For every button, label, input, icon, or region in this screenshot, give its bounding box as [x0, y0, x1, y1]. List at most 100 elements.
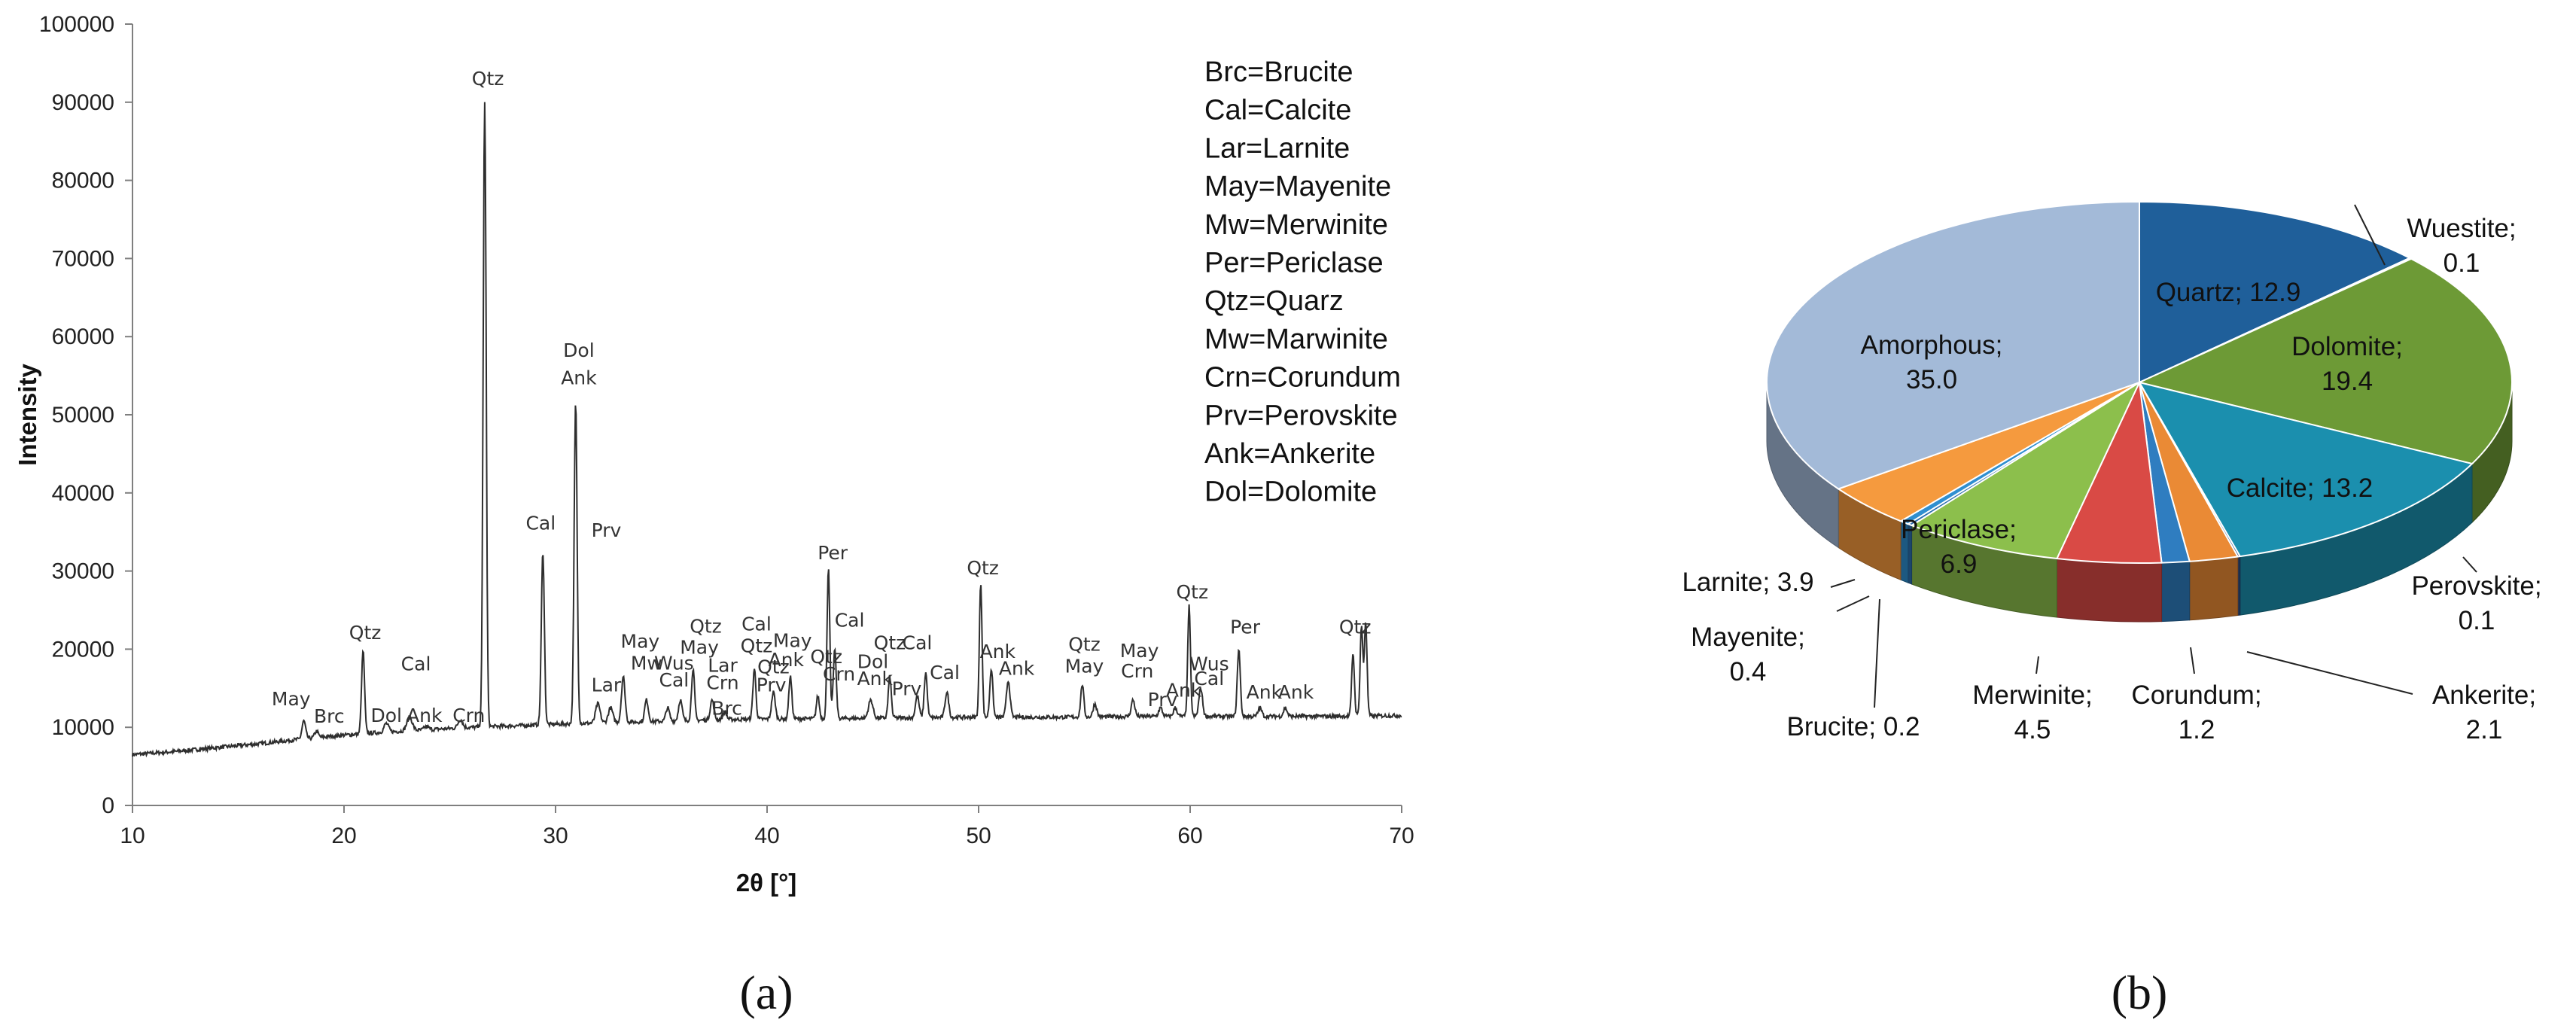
peak-label: Cal: [835, 609, 865, 631]
pie-leader-lines: [1830, 204, 2477, 708]
x-axis-label: 2θ [°]: [736, 869, 797, 897]
panel-label-b: (b): [2112, 966, 2168, 1019]
pie-label: Corundum;: [2131, 680, 2261, 710]
peak-label: Ank: [561, 367, 597, 389]
peak-label: Lar: [708, 655, 738, 677]
legend-entry: Mw=Marwinite: [1204, 324, 1388, 355]
pie-side-corundum: [2161, 561, 2191, 623]
legend-entry: Prv=Perovskite: [1204, 400, 1398, 431]
pie-label-value: 2.1: [2466, 715, 2503, 744]
leader-line: [1836, 595, 1870, 612]
y-tick-label: 70000: [52, 246, 114, 271]
peak-label: Dol: [563, 339, 595, 361]
peak-label: Wus: [1189, 653, 1229, 674]
pie-slice-dolomite: [2136, 257, 2513, 465]
pie-label: Calcite; 13.2: [2227, 473, 2374, 503]
pie-label: Wuestite;: [2407, 214, 2516, 243]
peak-label: May: [1065, 656, 1104, 677]
pie-label: Amorphous;: [1861, 330, 2003, 360]
peak-label: Ank: [980, 641, 1016, 662]
pie-label-value: 35.0: [1906, 365, 1957, 394]
leader-line: [2036, 656, 2039, 674]
pie-slice-calcite: [2137, 381, 2474, 558]
peak-label: Cal: [659, 669, 689, 691]
pie-side-ankerite: [2189, 556, 2239, 621]
peak-label: Crn: [706, 671, 738, 693]
peak-label: Qtz: [810, 646, 842, 668]
peak-label: Crn: [823, 663, 855, 685]
x-tick-label: 70: [1389, 824, 1414, 848]
legend-entry: Qtz=Quarz: [1204, 285, 1344, 317]
peak-label: Per: [1230, 617, 1261, 638]
pie-label-value: 0.1: [2444, 248, 2480, 278]
x-tick-label: 30: [543, 824, 568, 848]
pie-label-value: 6.9: [1941, 550, 1978, 579]
y-tick-label: 60000: [52, 324, 114, 349]
pie-sides: [1766, 382, 2513, 623]
peak-label: Crn: [452, 705, 485, 726]
y-tick-label: 80000: [52, 169, 114, 193]
peak-label: Cal: [401, 653, 431, 674]
pie-label: Ankerite;: [2432, 680, 2536, 710]
peak-label: Cal: [525, 513, 556, 534]
peak-label: Qtz: [472, 68, 504, 90]
peak-label: May: [621, 630, 660, 652]
peak-label: Wus: [654, 652, 694, 674]
pie-slice-amorphous: [1766, 200, 2140, 490]
pie-label-value: 1.2: [2179, 715, 2215, 744]
peak-label: Prv: [757, 674, 787, 696]
pie-label: Mayenite;: [1691, 623, 1805, 652]
leader-line: [2190, 647, 2195, 674]
leader-line: [2246, 651, 2413, 695]
peak-label: May: [1120, 640, 1159, 662]
peak-label: Qtz: [690, 616, 722, 638]
y-tick-label: 20000: [52, 637, 114, 662]
pie-label-value: 0.4: [1730, 657, 1767, 687]
peak-label: Qtz: [874, 632, 906, 653]
pie-label-value: 0.1: [2459, 606, 2495, 635]
x-tick-label: 10: [120, 824, 145, 848]
legend-entry: Lar=Larnite: [1204, 132, 1350, 164]
peak-label: Cal: [903, 632, 933, 653]
legend-entry: Crn=Corundum: [1204, 362, 1401, 394]
x-ticks: 10 20 30 40 50 60 70: [120, 805, 1414, 848]
xrd-legend: Brc=Brucite Cal=Calcite Lar=Larnite May=May…: [1204, 56, 1401, 508]
pie-label: Quartz; 12.9: [2156, 278, 2301, 307]
peak-label: Prv: [1148, 689, 1178, 711]
peak-label: Qtz: [1068, 633, 1101, 655]
pie-label-value: 19.4: [2322, 367, 2373, 396]
peak-label: Qtz: [741, 635, 773, 657]
peak-label: Brc: [711, 698, 742, 720]
peak-label: Cal: [930, 662, 960, 683]
pie-label: Merwinite;: [1972, 680, 2092, 710]
x-tick-label: 40: [754, 824, 779, 848]
legend-entry: May=Mayenite: [1204, 171, 1391, 202]
peak-label: Qtz: [1177, 581, 1209, 603]
y-ticks: 0 10000 20000 30000 40000 50000 60000 70000 8000…: [39, 12, 132, 818]
peak-label: Ank: [769, 649, 805, 671]
legend-entry: Mw=Merwinite: [1204, 209, 1388, 241]
pie-label: Periclase;: [1901, 515, 2017, 544]
pie-side-merwinite: [2056, 558, 2163, 623]
y-tick-label: 10000: [52, 715, 114, 740]
peak-label: Dol: [370, 705, 402, 726]
pie-label-value: 4.5: [2014, 715, 2051, 744]
peak-label: Qtz: [1339, 617, 1372, 638]
peak-label: Ank: [999, 658, 1035, 680]
peak-label: Ank: [1166, 680, 1202, 702]
peak-label: Qtz: [967, 557, 999, 579]
pie-label: Brucite; 0.2: [1786, 712, 1920, 741]
y-tick-label: 0: [102, 793, 114, 818]
peak-label: Crn: [1121, 660, 1153, 682]
leader-line: [1874, 598, 1880, 708]
pie-chart: Quartz; 12.9 Wuestite; 0.1 Dolomite; 19.4 Cal…: [1682, 200, 2542, 1019]
xrd-trace: [132, 102, 1402, 758]
peak-label: Cal: [1194, 668, 1224, 690]
peak-label: Ank: [1247, 681, 1283, 703]
x-tick-label: 60: [1177, 824, 1202, 848]
pie-labels: Quartz; 12.9 Wuestite; 0.1 Dolomite; 19.4 Cal…: [1682, 214, 2541, 744]
panel-label-a: (a): [739, 966, 793, 1019]
pie-slice-quartz: [2139, 200, 2412, 384]
legend-entry: Ank=Ankerite: [1204, 438, 1375, 470]
